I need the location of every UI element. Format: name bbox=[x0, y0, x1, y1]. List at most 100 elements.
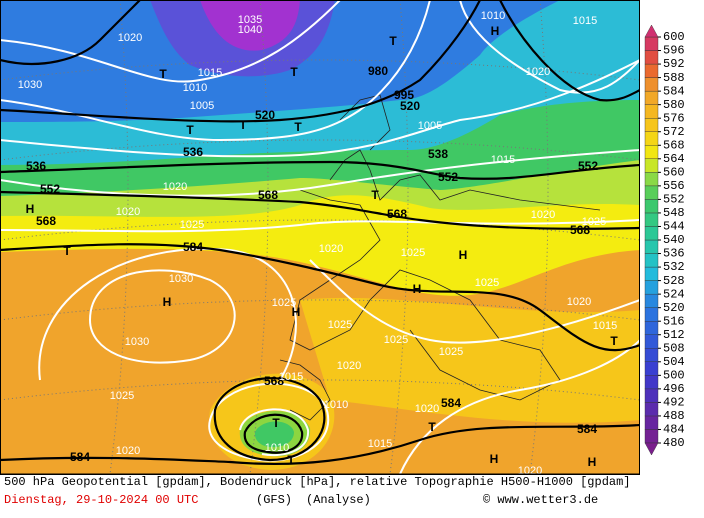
colorbar-cell bbox=[644, 131, 659, 146]
colorbar-cell bbox=[644, 402, 659, 417]
geopotential-contour bbox=[0, 0, 481, 123]
geopotential-contour bbox=[0, 423, 639, 466]
geopotential-contour bbox=[0, 190, 639, 230]
map-label: 536 bbox=[26, 159, 46, 173]
map-label: 980 bbox=[368, 64, 388, 78]
colorbar-cell bbox=[644, 226, 659, 241]
map-label: 568 bbox=[387, 207, 407, 221]
colorbar-cell bbox=[644, 63, 659, 78]
colorbar-label: 536 bbox=[663, 247, 685, 261]
colorbar: 4804844884924965005045085125165205245285… bbox=[644, 24, 685, 456]
map-label: 568 bbox=[258, 188, 278, 202]
isobar bbox=[208, 382, 330, 462]
map-label: 1035 bbox=[238, 14, 262, 26]
geopotential-contour bbox=[499, 0, 639, 102]
map-label: 1030 bbox=[125, 336, 149, 348]
map-label: 568 bbox=[264, 374, 284, 388]
colorbar-cell bbox=[644, 104, 659, 119]
map-label: 1005 bbox=[190, 100, 214, 112]
credit: © www.wetter3.de bbox=[483, 493, 598, 507]
map-label: 1025 bbox=[328, 319, 352, 331]
map-label: 520 bbox=[400, 99, 420, 113]
map-label: 536 bbox=[183, 145, 203, 159]
colorbar-label: 532 bbox=[663, 260, 685, 274]
map-label: H bbox=[459, 248, 468, 262]
mode: (Analyse) bbox=[306, 493, 371, 507]
map-label: 1020 bbox=[526, 66, 550, 78]
colorbar-label: 564 bbox=[663, 152, 685, 166]
isobar bbox=[309, 259, 639, 344]
colorbar-label: 484 bbox=[663, 423, 685, 437]
isobar bbox=[0, 219, 639, 233]
map-label: T bbox=[272, 416, 280, 430]
map-label: 538 bbox=[428, 147, 448, 161]
geopotential-contour bbox=[0, 160, 639, 180]
colorbar-label: 504 bbox=[663, 355, 685, 369]
field-region bbox=[254, 421, 294, 448]
colorbar-label: 596 bbox=[663, 44, 685, 58]
map-label: 584 bbox=[441, 396, 461, 410]
map-label: 1015 bbox=[198, 67, 222, 79]
map-label: 520 bbox=[255, 108, 275, 122]
colorbar-label: 600 bbox=[663, 30, 685, 44]
map-label: 995 bbox=[394, 88, 414, 102]
map-label: 1025 bbox=[384, 334, 408, 346]
colorbar-label: 516 bbox=[663, 314, 685, 328]
colorbar-cell bbox=[644, 253, 659, 268]
colorbar-arrow bbox=[644, 24, 659, 38]
map-label: T bbox=[428, 420, 436, 434]
map-label: 552 bbox=[40, 182, 60, 196]
colorbar-cell bbox=[644, 90, 659, 105]
map-label: 1040 bbox=[238, 24, 262, 36]
map-label: H bbox=[413, 282, 422, 296]
map-label: T bbox=[290, 65, 298, 79]
map-label: 1020 bbox=[118, 32, 142, 44]
colorbar-label: 584 bbox=[663, 84, 685, 98]
colorbar-label: 520 bbox=[663, 301, 685, 315]
map-label: 1010 bbox=[324, 399, 348, 411]
map-label: H bbox=[491, 24, 500, 38]
colorbar-cell bbox=[644, 158, 659, 173]
colorbar-cell bbox=[644, 266, 659, 281]
map-label: 1020 bbox=[518, 465, 542, 477]
map-label: 1030 bbox=[169, 273, 193, 285]
map-label: 1030 bbox=[18, 79, 42, 91]
colorbar-arrow bbox=[644, 442, 659, 456]
isobar bbox=[0, 0, 431, 142]
map-label: T bbox=[186, 123, 194, 137]
geopotential-contour bbox=[243, 413, 304, 454]
map-label: 1015 bbox=[279, 371, 303, 383]
colorbar-cell bbox=[644, 212, 659, 227]
coastline bbox=[329, 149, 601, 211]
colorbar-label: 576 bbox=[663, 111, 685, 125]
geopotential-contour bbox=[0, 243, 639, 352]
map-label: 1025 bbox=[582, 216, 606, 228]
colorbar-label: 556 bbox=[663, 179, 685, 193]
map-label: 1020 bbox=[116, 206, 140, 218]
colorbar-cell bbox=[644, 185, 659, 200]
map-label: 552 bbox=[578, 159, 598, 173]
map-label: T bbox=[389, 34, 397, 48]
map-label: 1015 bbox=[573, 15, 597, 27]
colorbar-label: 592 bbox=[663, 57, 685, 71]
colorbar-label: 544 bbox=[663, 220, 685, 234]
map-label: 1025 bbox=[475, 277, 499, 289]
graticule bbox=[0, 299, 639, 321]
map-label: T bbox=[610, 334, 618, 348]
colorbar-cell bbox=[644, 415, 659, 430]
map-label: 1015 bbox=[491, 154, 515, 166]
date: Dienstag, 29-10-2024 00 UTC bbox=[4, 493, 198, 507]
colorbar-cell bbox=[644, 199, 659, 214]
colorbar-label: 552 bbox=[663, 193, 685, 207]
map-label: 1020 bbox=[415, 403, 439, 415]
map-label: 1005 bbox=[418, 120, 442, 132]
colorbar-cell bbox=[644, 117, 659, 132]
colorbar-cell bbox=[644, 145, 659, 159]
colorbar-label: 480 bbox=[663, 436, 685, 450]
map-label: H bbox=[490, 452, 499, 466]
map-label: 568 bbox=[36, 214, 56, 228]
map-label: 1025 bbox=[401, 247, 425, 259]
colorbar-label: 528 bbox=[663, 274, 685, 288]
graticule bbox=[0, 59, 639, 81]
